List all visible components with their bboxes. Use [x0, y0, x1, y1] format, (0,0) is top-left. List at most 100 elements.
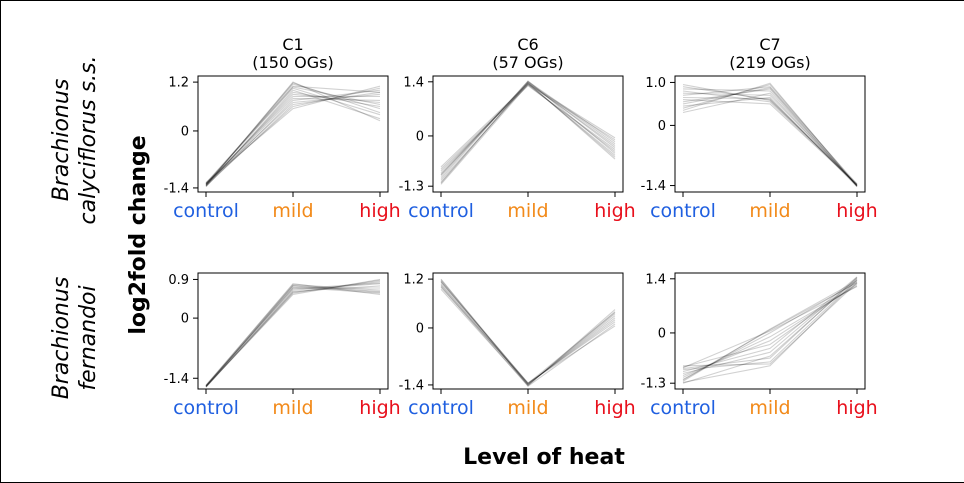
panel-1-2-xtick-label-mild: mild [507, 200, 548, 222]
panel-2-1-og-line-6 [205, 283, 381, 388]
panel-1-2-og-line-8 [440, 83, 616, 181]
panel-1-1-ytick-label-3: 1.2 [168, 76, 189, 91]
panel-2-2-og-line-4 [440, 284, 616, 385]
panel-2-3-og-line-9 [682, 277, 858, 375]
panel-1-2-og-line-9 [440, 80, 616, 177]
panel-1-2-og-line-3 [440, 81, 616, 183]
panel-2-1-og-line-1 [205, 285, 381, 387]
panel-2-2-og-line-7 [440, 279, 616, 385]
panel-1-2-xtick-label-control: control [408, 200, 474, 222]
panel-1-2-og-line-11 [440, 81, 616, 184]
panel-1-1-title: C1 [282, 35, 303, 54]
panel-2-1-xtick-label-mild: mild [272, 397, 313, 419]
y-axis-label: log2fold change [126, 135, 151, 334]
panel-2-1-og-line-7 [205, 284, 381, 386]
panel-2-2-xtick-label-control: control [408, 397, 474, 419]
panel-2-3-og-line-14 [682, 282, 858, 381]
panel-1-3-og-line-10 [682, 82, 858, 187]
panel-2-2-og-line-9 [440, 286, 616, 387]
panel-1-2-og-line-10 [440, 84, 616, 170]
panel-1-1-og-line-13 [205, 82, 381, 186]
panel-1-3-xtick-label-control: control [650, 200, 716, 222]
panel-1-1-subtitle: (150 OGs) [252, 53, 333, 72]
panel-1-1-axes-frame [197, 75, 389, 193]
panel-1-2-subtitle: (57 OGs) [492, 53, 563, 72]
panel-1-2-ytick-label-3: 1.4 [403, 75, 424, 90]
panel-2-1-xtick-label-control: control [173, 397, 239, 419]
panel-1-2-xtick-label-high: high [594, 200, 635, 222]
panel-1-1-og-line-8 [205, 95, 380, 184]
panel-1-2-og-line-12 [440, 82, 616, 175]
panel-1-1-og-line-6 [205, 87, 381, 185]
panel-2-2-ytick-label-2: 0 [416, 321, 424, 336]
panel-1-3-og-line-8 [682, 88, 858, 186]
row-label-2-species: Brachionus [49, 277, 74, 400]
panel-1-3-og-line-11 [682, 92, 858, 186]
panel-2-3-og-line-1 [682, 282, 858, 367]
panel-2-2-ytick-label-1: -1.4 [399, 378, 424, 393]
row-label-1-species: Brachionus [49, 79, 74, 202]
panel-1-1-xtick-label-high: high [359, 200, 400, 222]
panel-2-1-ytick-label-1: -1.4 [164, 372, 189, 387]
panel-2-1-og-line-9 [205, 286, 381, 387]
panel-2-2-xtick-label-mild: mild [507, 397, 548, 419]
panel-1-1-og-line-3 [205, 93, 381, 186]
panel-2-1-ytick-label-2: 0 [181, 312, 189, 327]
panel-1-3-og-line-5 [682, 92, 858, 187]
panel-1-3-og-line-14 [682, 84, 858, 185]
panel-1-3-og-line-2 [682, 90, 858, 186]
panel-2-3-og-line-3 [682, 276, 858, 373]
panel-2-1-og-line-12 [205, 284, 381, 388]
panel-1-1-og-line-9 [205, 91, 381, 186]
panel-2-1-og-line-5 [205, 287, 380, 387]
row-label-2-sublabel: fernandoi [76, 285, 101, 390]
panel-2-1-og-line-11 [205, 282, 381, 386]
panel-2-2-og-line-5 [440, 282, 616, 384]
panel-2-3-xtick-label-high: high [836, 397, 877, 419]
panel-2-2-og-line-6 [440, 288, 616, 387]
panel-2-2-og-line-1 [440, 280, 616, 386]
panel-1-1-og-line-12 [205, 85, 381, 184]
panel-1-1-xtick-label-mild: mild [272, 200, 313, 222]
panel-1-3-xtick-label-high: high [836, 200, 877, 222]
panel-1-1-og-line-15 [205, 91, 381, 187]
panel-2-1-og-line-3 [205, 283, 381, 386]
panel-1-3-og-line-4 [682, 86, 858, 186]
panel-1-1-og-line-7 [205, 83, 381, 186]
panel-2-1-xtick-label-high: high [359, 397, 400, 419]
panel-1-1-og-line-14 [205, 97, 381, 185]
panel-1-2-ytick-label-1: -1.3 [399, 180, 424, 195]
panel-2-2-og-line-8 [440, 283, 616, 386]
panel-1-2-og-line-1 [440, 83, 616, 168]
panel-2-3-ytick-label-3: 1.4 [645, 272, 666, 287]
panel-1-1-og-line-2 [205, 81, 381, 187]
panel-1-1-ytick-label-1: -1.4 [164, 181, 189, 196]
panel-1-1-og-line-11 [205, 89, 381, 188]
panel-2-3-og-line-10 [682, 282, 858, 368]
panels-group: C1(150 OGs) -1.4 0 1.2 control mild high C6(57 … [164, 35, 878, 419]
panel-1-2-og-line-5 [440, 80, 616, 179]
panel-2-3-og-line-2 [682, 280, 858, 382]
panel-1-3-xtick-label-mild: mild [749, 200, 790, 222]
panel-2-3-ytick-label-1: -1.3 [641, 377, 666, 392]
panel-2-1-ytick-label-3: 0.9 [168, 273, 189, 288]
panel-1-1-og-line-10 [205, 93, 381, 185]
panel-2-1-og-line-4 [205, 278, 381, 387]
panel-1-1-og-line-4 [205, 85, 381, 184]
panel-2-1-og-line-10 [205, 285, 381, 387]
panel-1-2-title: C6 [517, 35, 538, 54]
panel-1-3-ytick-label-2: 0 [658, 119, 666, 134]
panel-2-3-og-line-6 [682, 284, 858, 377]
panel-1-2-ytick-label-2: 0 [416, 129, 424, 144]
panel-2-3-og-line-11 [682, 279, 858, 383]
panel-2-1-og-line-2 [205, 281, 381, 388]
row-label-1-sublabel: calyciflorus s.s. [76, 56, 101, 225]
panel-1-3-subtitle: (219 OGs) [729, 53, 810, 72]
panel-1-1-ytick-label-2: 0 [181, 124, 189, 139]
panel-1-3-og-line-6 [682, 86, 858, 185]
panel-2-3-og-line-8 [682, 281, 858, 380]
panel-2-3-xtick-label-control: control [650, 397, 716, 419]
panel-1-1-xtick-label-control: control [173, 200, 239, 222]
x-axis-label: Level of heat [463, 445, 625, 470]
panel-1-2-og-line-6 [440, 83, 616, 185]
